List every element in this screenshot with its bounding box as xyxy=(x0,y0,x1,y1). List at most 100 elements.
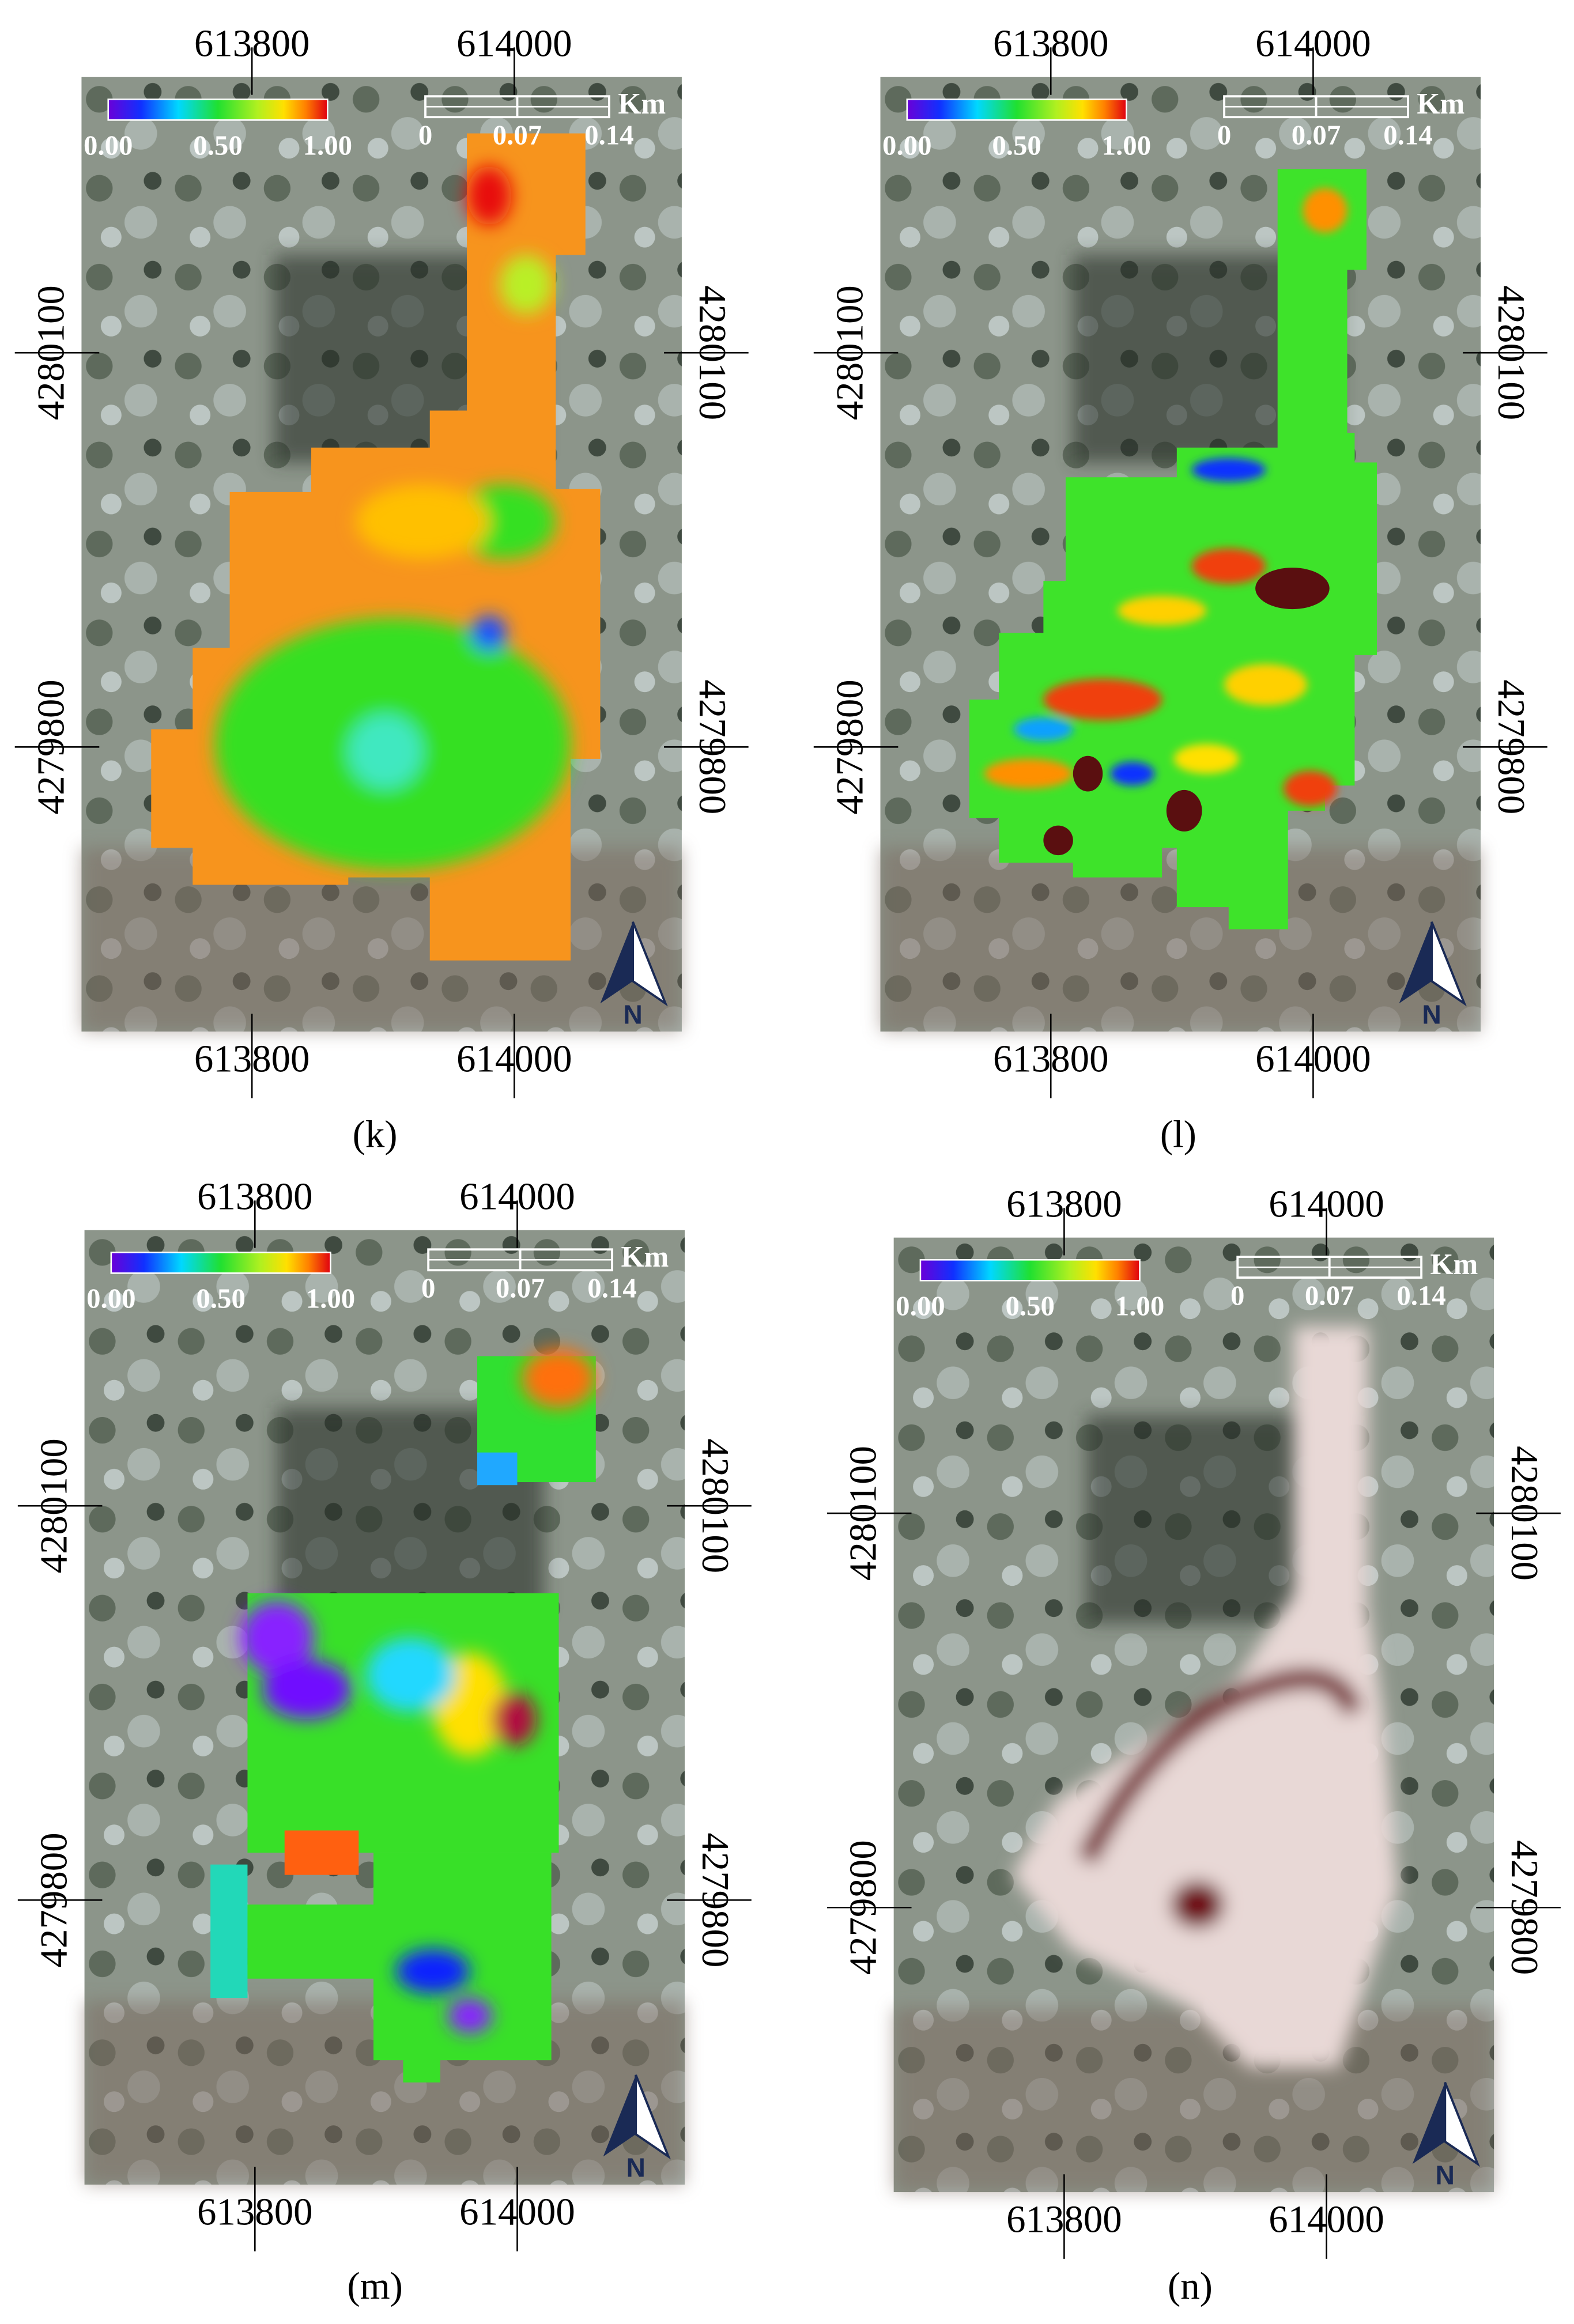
north-label: N xyxy=(1436,2160,1455,2190)
scale-bar-label: 0.07 xyxy=(493,119,542,150)
lower-ground xyxy=(81,848,682,1032)
scale-bar-label: 0.14 xyxy=(584,119,634,150)
map-panel: 613800 613800 614000 614000 4280100 4280100 42… xyxy=(17,1176,752,2251)
y-tick-label: 4279800 xyxy=(1490,679,1533,814)
y-tick-label: 4280100 xyxy=(1503,1446,1546,1581)
dark-patch xyxy=(1073,755,1103,792)
index-block xyxy=(247,1904,411,1979)
scale-bar-label: 0.14 xyxy=(1383,119,1433,150)
blob xyxy=(262,1660,352,1720)
panel-label: (k) xyxy=(353,1113,398,1156)
color-bar-label: 1.00 xyxy=(1102,129,1152,161)
x-tick-label: 614000 xyxy=(456,22,572,65)
y-tick-label: 4279800 xyxy=(842,1840,885,1975)
y-tick-label: 4279800 xyxy=(29,679,72,814)
color-bar-label: 1.00 xyxy=(306,1282,356,1314)
y-tick-label: 4280100 xyxy=(33,1438,76,1573)
map-panel: 613800 613800 614000 614000 4280100 4280100 42… xyxy=(14,22,749,1098)
lower-ground xyxy=(893,2008,1494,2193)
dark-streak xyxy=(1077,1668,1363,1865)
x-tick-label: 614000 xyxy=(1269,2198,1384,2240)
north-arrow xyxy=(1430,921,1467,1007)
y-tick-label: 4280100 xyxy=(1490,285,1533,420)
blob xyxy=(366,1638,455,1712)
x-tick-label: 613800 xyxy=(194,22,310,65)
blob xyxy=(1043,679,1162,721)
color-bar-label: 0.00 xyxy=(84,129,133,161)
north-arrow xyxy=(1399,921,1432,1004)
north-label: N xyxy=(626,2153,645,2183)
overlay-detail xyxy=(984,188,1347,807)
color-bar-label: 1.00 xyxy=(303,129,353,161)
blob xyxy=(1191,458,1266,482)
x-tick-label: 614000 xyxy=(1255,1038,1371,1080)
bright-area xyxy=(1012,1326,1398,2068)
blob xyxy=(1110,762,1155,786)
y-tick-label: 4280100 xyxy=(694,1438,737,1573)
x-tick-label: 613800 xyxy=(1006,2198,1122,2240)
bright-ground xyxy=(1012,1326,1398,2068)
blob xyxy=(395,1949,470,1994)
scale-bar-label: 0.14 xyxy=(587,1272,637,1303)
blob xyxy=(499,255,553,315)
index-block xyxy=(284,1830,359,1875)
y-tick-label: 4280100 xyxy=(829,285,871,420)
blob xyxy=(356,485,489,559)
blob xyxy=(1283,770,1337,807)
y-tick-label: 4280100 xyxy=(29,285,72,420)
x-tick-label: 614000 xyxy=(459,2191,575,2234)
x-tick-label: 613800 xyxy=(1006,1183,1122,1226)
x-tick-label: 614000 xyxy=(1269,1183,1384,1226)
blob xyxy=(1117,595,1207,626)
x-tick-label: 614000 xyxy=(459,1176,575,1218)
color-bar-label: 0.50 xyxy=(196,1282,246,1314)
color-bar xyxy=(919,1259,1141,1282)
color-bar xyxy=(906,99,1127,121)
north-arrow xyxy=(632,921,668,1007)
north-arrow xyxy=(1444,2082,1480,2167)
scale-bar-label: 0 xyxy=(421,1272,435,1303)
color-bar-label: 0.00 xyxy=(896,1290,945,1321)
color-bar-label: 0.00 xyxy=(86,1282,136,1314)
y-tick-label: 4279800 xyxy=(829,679,871,814)
north-arrow xyxy=(1412,2082,1445,2164)
color-bar-label: 0.50 xyxy=(193,129,243,161)
color-bar-label: 0.50 xyxy=(992,129,1041,161)
index-block xyxy=(403,2023,440,2083)
scale-bar-unit: Km xyxy=(618,88,666,120)
overlay-detail xyxy=(214,166,571,870)
index-overlay xyxy=(969,169,1377,929)
y-tick-label: 4279800 xyxy=(1503,1840,1546,1975)
dark-patch xyxy=(1255,568,1330,610)
blob xyxy=(1224,664,1308,706)
x-tick-label: 613800 xyxy=(194,1038,310,1080)
color-bar xyxy=(110,1252,331,1274)
blob xyxy=(240,1600,315,1675)
y-tick-label: 4280100 xyxy=(842,1446,885,1581)
color-bar-label: 0.50 xyxy=(1005,1290,1055,1321)
blob xyxy=(492,1692,537,1746)
blob xyxy=(471,615,507,651)
scale-bar-label: 0 xyxy=(1230,1279,1244,1311)
map-panel: 613800 613800 614000 614000 4280100 4280100 42… xyxy=(826,1183,1561,2259)
scale-bar-label: 0.07 xyxy=(496,1272,545,1303)
x-tick-label: 613800 xyxy=(993,22,1109,65)
north-arrow xyxy=(600,921,633,1004)
scale-bar-label: 0 xyxy=(1217,119,1231,150)
dark-streak xyxy=(1171,1880,1225,1929)
blob xyxy=(984,758,1073,789)
color-bar-label: 1.00 xyxy=(1115,1290,1165,1321)
blob xyxy=(1173,744,1239,774)
blob xyxy=(1303,188,1347,233)
color-bar-label: 0.00 xyxy=(882,129,932,161)
index-block xyxy=(210,1864,248,1998)
dark-patch xyxy=(1166,789,1202,832)
x-tick-label: 614000 xyxy=(456,1038,572,1080)
index-block xyxy=(477,1452,518,1486)
blob xyxy=(467,166,512,225)
north-label: N xyxy=(1422,1000,1441,1030)
y-tick-label: 4279800 xyxy=(694,1832,737,1967)
north-arrow xyxy=(635,2074,671,2160)
color-bar xyxy=(107,99,329,121)
scale-bar-label: 0 xyxy=(418,119,432,150)
